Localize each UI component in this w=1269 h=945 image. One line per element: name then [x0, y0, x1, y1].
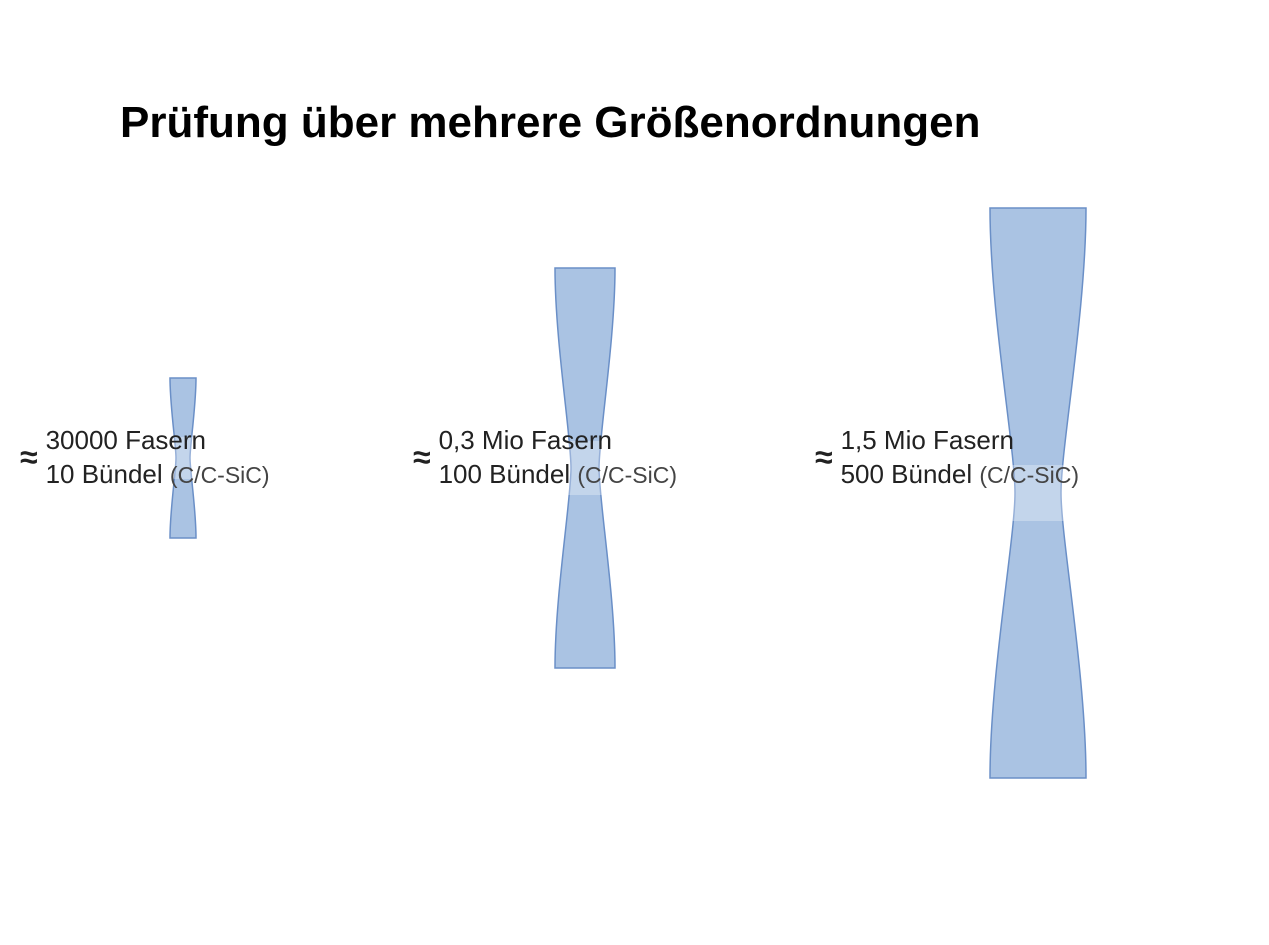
fibers-label-2: 0,3 Mio Fasern — [439, 424, 677, 458]
approx-symbol-1: ≈ — [20, 439, 38, 476]
bundles-label-3: 500 Bündel — [841, 459, 973, 489]
fibers-label-3: 1,5 Mio Fasern — [841, 424, 1079, 458]
specimen-labels-2: 0,3 Mio Fasern 100 Bündel (C/C-SiC) — [439, 424, 677, 492]
specimen-labels-3: 1,5 Mio Fasern 500 Bündel (C/C-SiC) — [841, 424, 1079, 492]
bundles-label-1: 10 Bündel — [46, 459, 163, 489]
specimen-labels-1: 30000 Fasern 10 Bündel (C/C-SiC) — [46, 424, 270, 492]
specimen-group-1: ≈ 30000 Fasern 10 Bündel (C/C-SiC) — [20, 424, 270, 492]
approx-symbol-3: ≈ — [815, 439, 833, 476]
material-label-2: (C/C-SiC) — [577, 462, 677, 488]
bundles-label-2: 100 Bündel — [439, 459, 571, 489]
fibers-label-1: 30000 Fasern — [46, 424, 270, 458]
bundles-row-2: 100 Bündel (C/C-SiC) — [439, 458, 677, 492]
material-label-3: (C/C-SiC) — [979, 462, 1079, 488]
bundles-row-3: 500 Bündel (C/C-SiC) — [841, 458, 1079, 492]
bundles-row-1: 10 Bündel (C/C-SiC) — [46, 458, 270, 492]
specimen-group-2: ≈ 0,3 Mio Fasern 100 Bündel (C/C-SiC) — [413, 424, 677, 492]
approx-symbol-2: ≈ — [413, 439, 431, 476]
specimen-group-3: ≈ 1,5 Mio Fasern 500 Bündel (C/C-SiC) — [815, 424, 1079, 492]
page-title: Prüfung über mehrere Größenordnungen — [120, 98, 981, 148]
specimen-shape-3 — [990, 208, 1086, 778]
material-label-1: (C/C-SiC) — [170, 462, 270, 488]
